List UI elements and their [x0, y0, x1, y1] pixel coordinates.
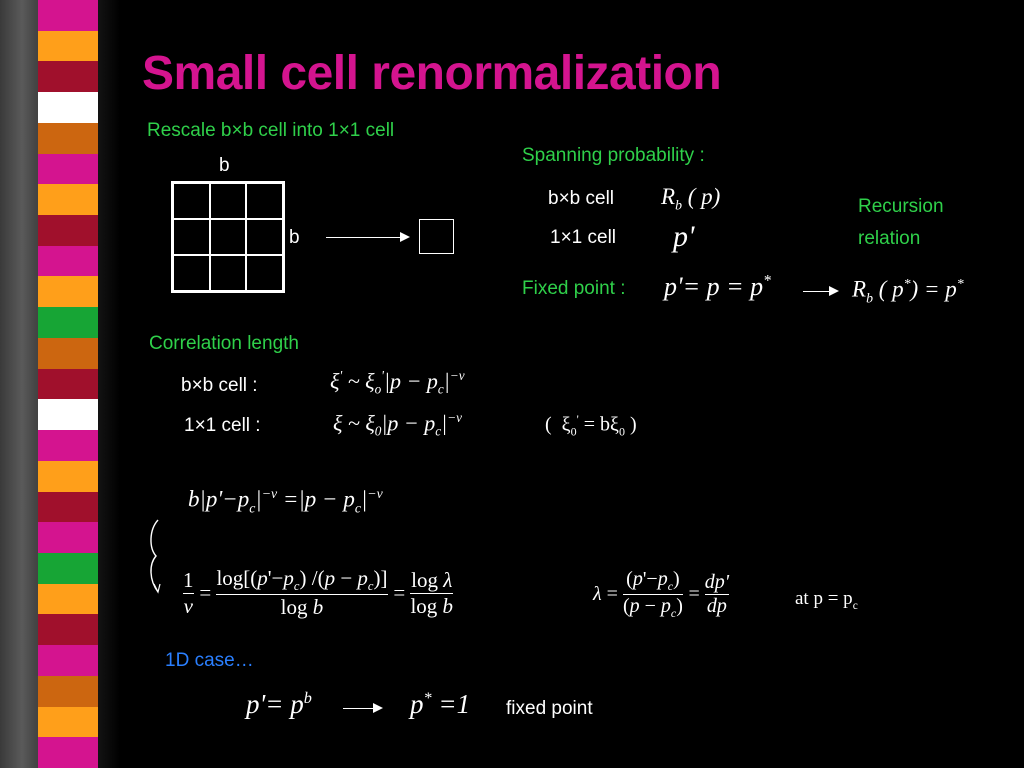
one-cell-colon-label: 1×1 cell : [184, 415, 261, 436]
strip-band [38, 491, 98, 523]
bxb-cell-colon-label: b×b cell : [181, 375, 258, 396]
rb-p-formula: Rb ( p) [661, 184, 721, 213]
strip-band [38, 307, 98, 339]
recursion-fixed-formula: Rb ( p*) = p* [852, 276, 964, 306]
xi-relation: ( ξ0' = bξ0 ) [545, 412, 637, 439]
strip-band [38, 460, 98, 493]
xi-formula: ξ ~ ξ0|p − pc|−ν [333, 410, 462, 439]
fixed-point-label: Fixed point : [522, 278, 626, 299]
strip-band [38, 399, 98, 431]
fixed-point-formula: p'= p = p* [664, 272, 771, 301]
strip-band [38, 645, 98, 677]
rescale-text: Rescale b×b cell into 1×1 cell [147, 120, 395, 141]
strip-band [38, 215, 98, 247]
strip-band [38, 614, 98, 646]
derivation-brace-icon [150, 519, 161, 594]
fixed-point-arrow [803, 286, 839, 296]
strip-band [38, 337, 98, 370]
one-cell-label: 1×1 cell [550, 227, 617, 248]
strip-band [38, 552, 98, 585]
rescale-arrow [326, 232, 410, 242]
grid-label-side: b [289, 227, 300, 248]
one-d-fixed: p* =1 [410, 689, 471, 719]
strip-band [38, 675, 98, 708]
scaling-equation: b|p'−pc|−ν =|p − pc|−ν [188, 486, 383, 516]
strip-band [38, 122, 98, 155]
strip-band [38, 737, 98, 768]
strip-band [38, 430, 98, 462]
spanning-prob-label: Spanning probability : [522, 145, 705, 166]
strip-band [38, 522, 98, 554]
relation-label: relation [858, 228, 921, 249]
lambda-formula: λ = (p'−pc) (p − pc) = dp' dp [593, 568, 730, 620]
strip-band [38, 368, 98, 400]
bxb-cell-label: b×b cell [548, 188, 615, 209]
strip-band [38, 276, 98, 308]
recursion-label: Recursion [858, 196, 944, 217]
at-p-pc: at p = pc [795, 588, 858, 612]
one-d-case-label: 1D case… [165, 650, 254, 671]
page-title: Small cell renormalization [142, 47, 722, 100]
strip-band [38, 92, 98, 124]
p-prime-formula: p' [673, 220, 695, 253]
strip-band [38, 245, 98, 277]
strip-band [38, 153, 98, 185]
corr-length-label: Correlation length [149, 333, 299, 354]
strip-band [38, 184, 98, 216]
strip-band [38, 706, 98, 738]
bxb-grid [171, 181, 285, 293]
grid-label-top: b [219, 155, 230, 176]
xi-prime-formula: ξ' ~ ξo'|p − pc|−ν [330, 368, 465, 397]
strip-band [38, 583, 98, 615]
strip-band [38, 61, 98, 93]
fixed-point-end-label: fixed point [506, 698, 593, 719]
single-cell [419, 219, 454, 254]
strip-band [38, 30, 98, 62]
strip-band [38, 0, 98, 32]
one-d-arrow [343, 703, 383, 713]
one-d-recursion: p'= pb [246, 689, 312, 719]
